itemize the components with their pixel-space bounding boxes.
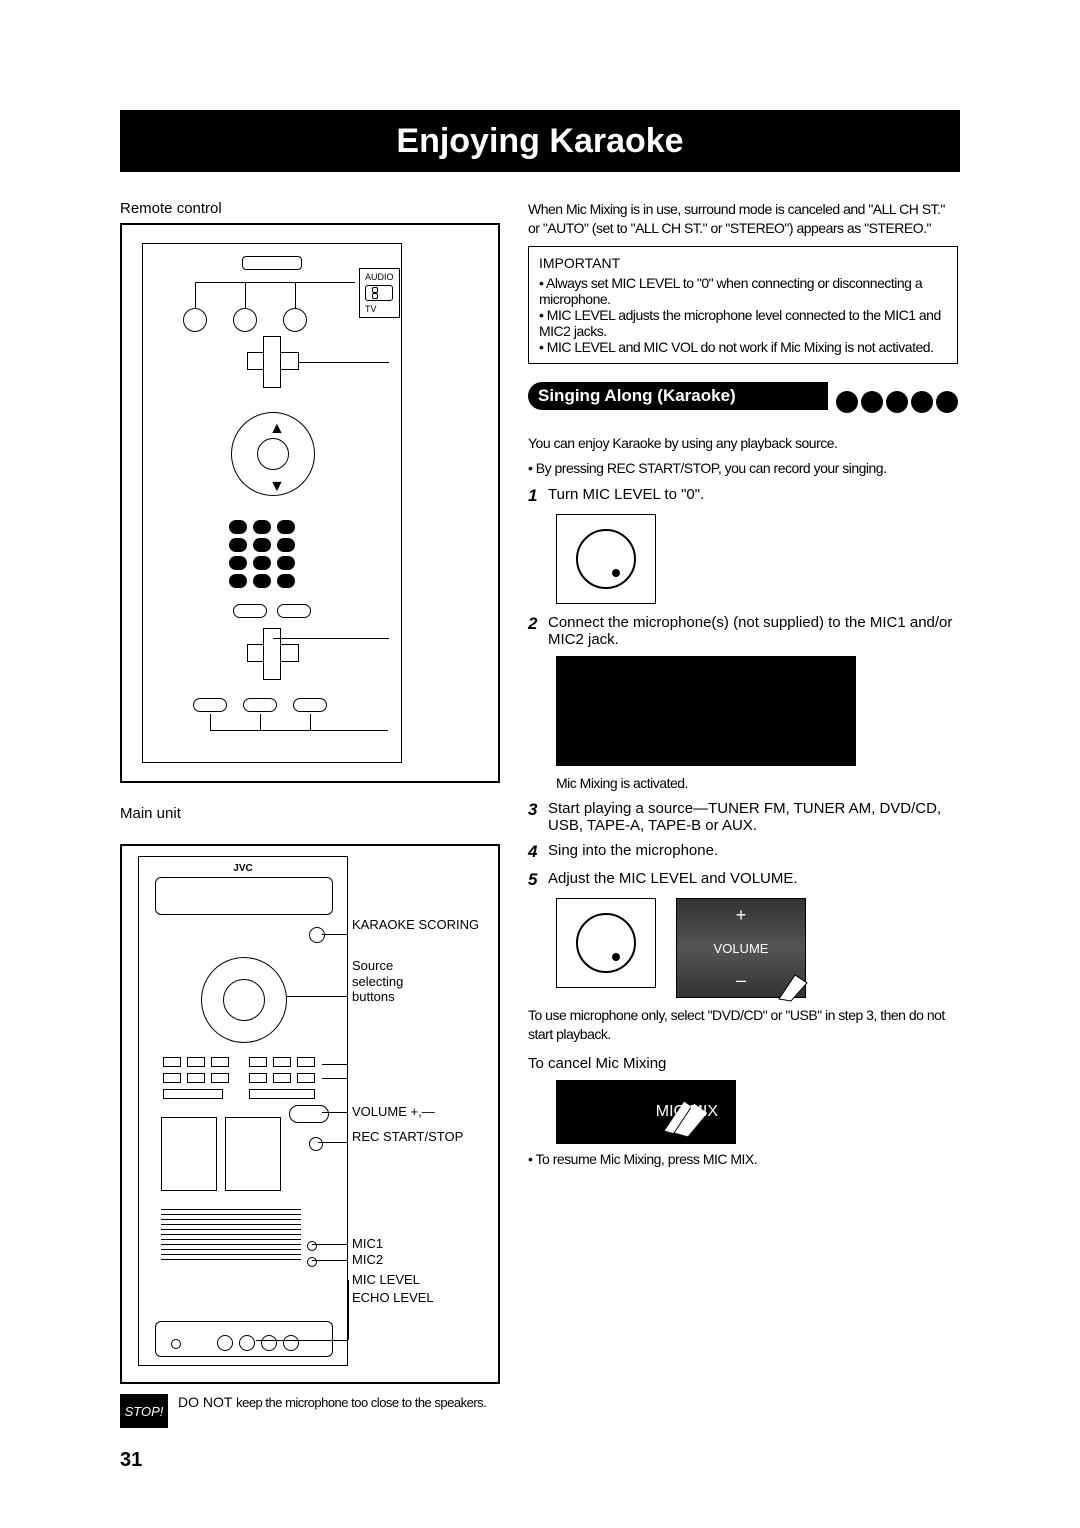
mic-jack-panel [556,656,856,766]
tv-label: TV [365,304,394,314]
karaoke-intro-2: • By pressing REC START/STOP, you can re… [528,459,958,478]
right-column: When Mic Mixing is in use, surround mode… [528,200,958,1428]
left-column: Remote control AUDIO [120,200,500,1428]
karaoke-scoring-label: KARAOKE SCORING [352,918,479,932]
remote-control-diagram: AUDIO TV ▲ ▼ [120,223,500,783]
rec-startstop-label: REC START/STOP [352,1130,463,1144]
page-number: 31 [120,1449,142,1472]
step-3-text: Start playing a source—TUNER FM, TUNER A… [548,800,958,834]
mic-level-knob-2 [556,898,656,988]
remote-control-label: Remote control [120,200,500,217]
cancel-micmix-heading: To cancel Mic Mixing [528,1054,958,1074]
micmix-activated-note: Mic Mixing is activated. [556,774,958,793]
heading-dots [836,391,958,413]
main-unit-diagram: JVC [120,844,500,1384]
step-1-text: Turn MIC LEVEL to "0". [548,486,958,506]
step-2-text: Connect the microphone(s) (not supplied)… [548,614,958,648]
mic-mix-button-diagram: MIC MIX [556,1080,736,1144]
step-1-num: 1 [528,486,548,506]
step-4-num: 4 [528,842,548,862]
audio-label: AUDIO [365,272,394,282]
singing-along-heading: Singing Along (Karaoke) [528,382,828,410]
do-not-text: DO NOT [178,1394,232,1410]
volume-text: VOLUME [714,941,769,956]
mic-mix-label: MIC MIX [656,1103,718,1121]
stop-icon: STOP! [120,1394,168,1428]
important-title: IMPORTANT [539,255,947,271]
mic-level-knob-diagram [556,514,656,604]
important-box: IMPORTANT • Always set MIC LEVEL to "0" … [528,246,958,364]
main-unit-label: Main unit [120,805,500,822]
volume-label: VOLUME +,— [352,1104,435,1119]
mic-level-label: MIC LEVEL [352,1272,420,1287]
step-3-num: 3 [528,800,548,834]
mic-only-note: To use microphone only, select "DVD/CD" … [528,1006,958,1044]
mic2-label: MIC2 [352,1252,383,1267]
source-selecting-label: Source selecting buttons [352,958,432,1005]
resume-micmix-note: • To resume Mic Mixing, press MIC MIX. [528,1150,958,1169]
step-5-num: 5 [528,870,548,890]
echo-level-label: ECHO LEVEL [352,1290,434,1305]
step-5-text: Adjust the MIC LEVEL and VOLUME. [548,870,958,890]
do-not-note: STOP! DO NOT keep the microphone too clo… [120,1394,500,1428]
karaoke-intro-1: You can enjoy Karaoke by using any playb… [528,434,958,453]
top-note: When Mic Mixing is in use, surround mode… [528,200,958,238]
step-2-num: 2 [528,614,548,648]
volume-control-diagram: + VOLUME – [676,898,806,998]
step-4-text: Sing into the microphone. [548,842,958,862]
mic1-label: MIC1 [352,1236,383,1251]
page-title: Enjoying Karaoke [120,110,960,172]
